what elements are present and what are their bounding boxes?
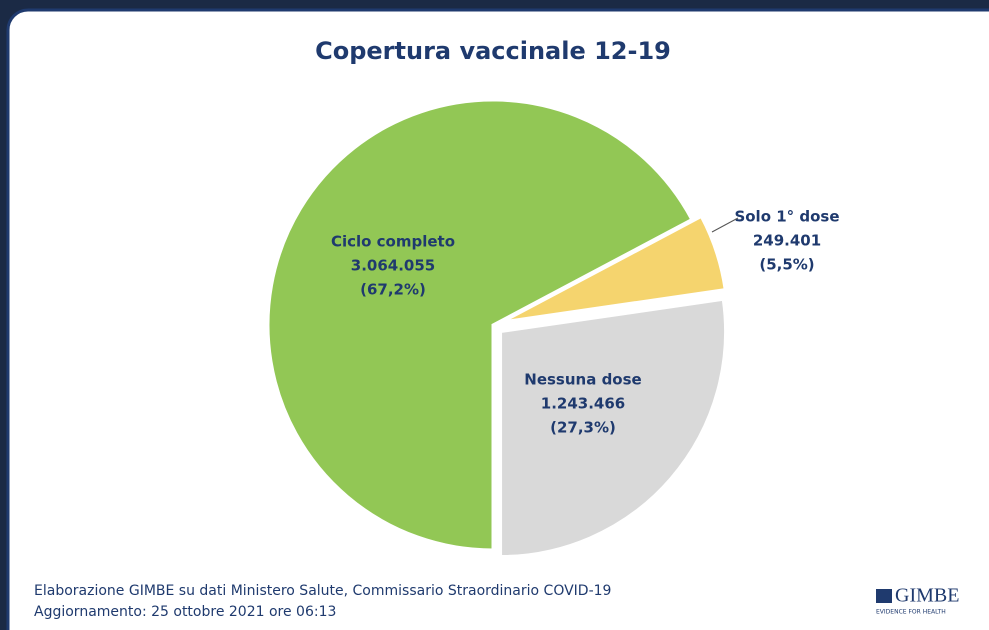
percent-label: (5,5%) (759, 256, 814, 274)
slice-label: Ciclo completo (331, 233, 455, 251)
percent-label: (67,2%) (360, 281, 426, 299)
slice-label: Nessuna dose (524, 371, 641, 389)
logo-icon (876, 589, 892, 603)
value-label: 3.064.055 (351, 257, 435, 275)
percent-label: (27,3%) (550, 419, 616, 437)
logo-tagline: EVIDENCE FOR HEALTH (876, 609, 946, 616)
chart-title: Copertura vaccinale 12-19 (315, 37, 671, 65)
footer-line: Aggiornamento: 25 ottobre 2021 ore 06:13 (34, 604, 336, 620)
value-label: 249.401 (753, 232, 821, 250)
value-label: 1.243.466 (541, 395, 625, 413)
logo: GIMBE EVIDENCE FOR HEALTH (876, 585, 959, 616)
leader-line (711, 217, 739, 233)
pie-slice (501, 214, 727, 324)
slice-label: Solo 1° dose (734, 208, 839, 226)
pie-slice (266, 98, 694, 552)
logo-name: GIMBE (895, 585, 959, 607)
footer-line: Elaborazione GIMBE su dati Ministero Sal… (34, 583, 611, 599)
pie-slice (499, 297, 728, 559)
